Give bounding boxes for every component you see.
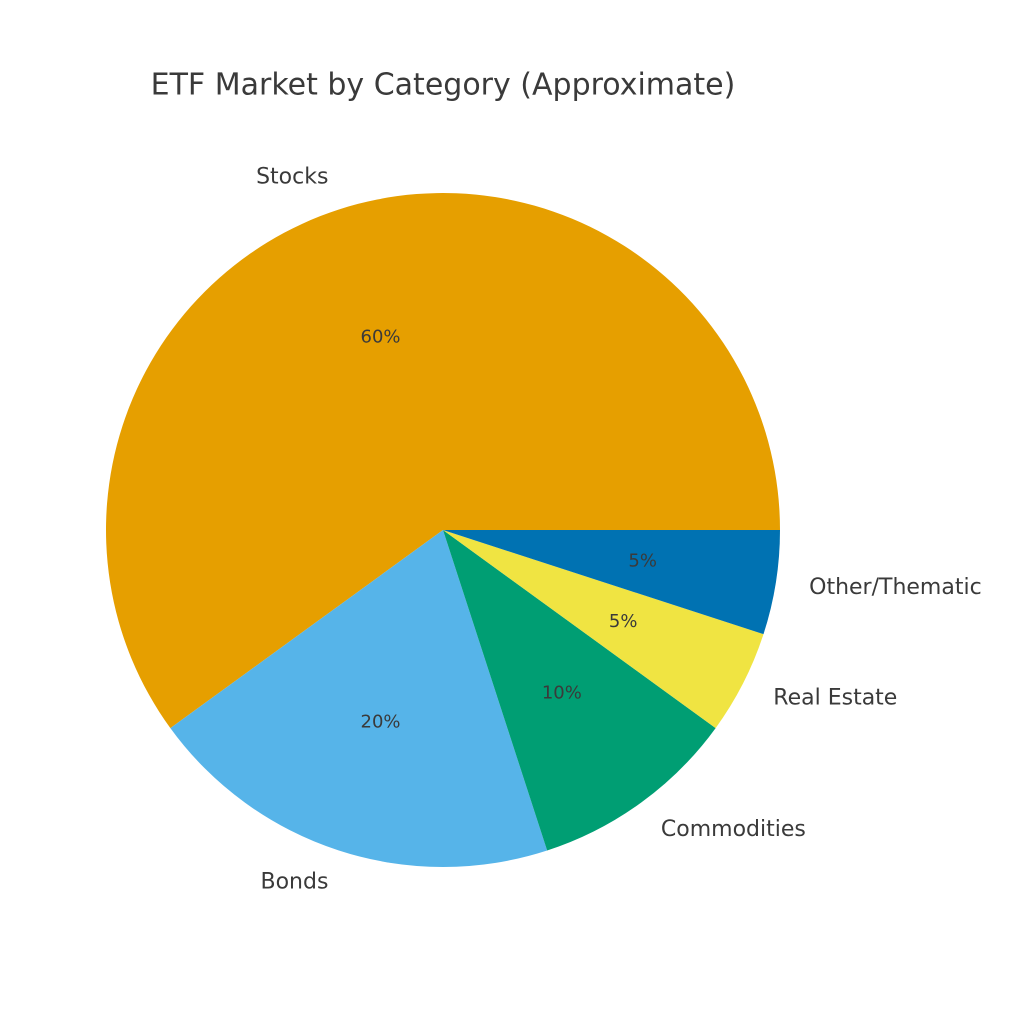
pie-slice: [443, 530, 780, 635]
pie-slice: [443, 530, 716, 851]
percent-label: 20%: [361, 711, 401, 732]
category-label: Other/Thematic: [809, 575, 982, 600]
pie-slice: [443, 530, 764, 729]
category-label: Stocks: [256, 164, 328, 189]
category-label: Bonds: [261, 870, 329, 895]
pie-slice: [106, 193, 781, 729]
percent-label: 5%: [628, 551, 657, 572]
category-label: Real Estate: [773, 685, 897, 710]
percent-label: 60%: [361, 327, 401, 348]
category-label: Commodities: [661, 817, 806, 842]
pie-slice: [170, 530, 548, 867]
percent-label: 10%: [542, 683, 582, 704]
chart-title: ETF Market by Category (Approximate): [151, 68, 736, 103]
percent-label: 5%: [609, 611, 638, 632]
